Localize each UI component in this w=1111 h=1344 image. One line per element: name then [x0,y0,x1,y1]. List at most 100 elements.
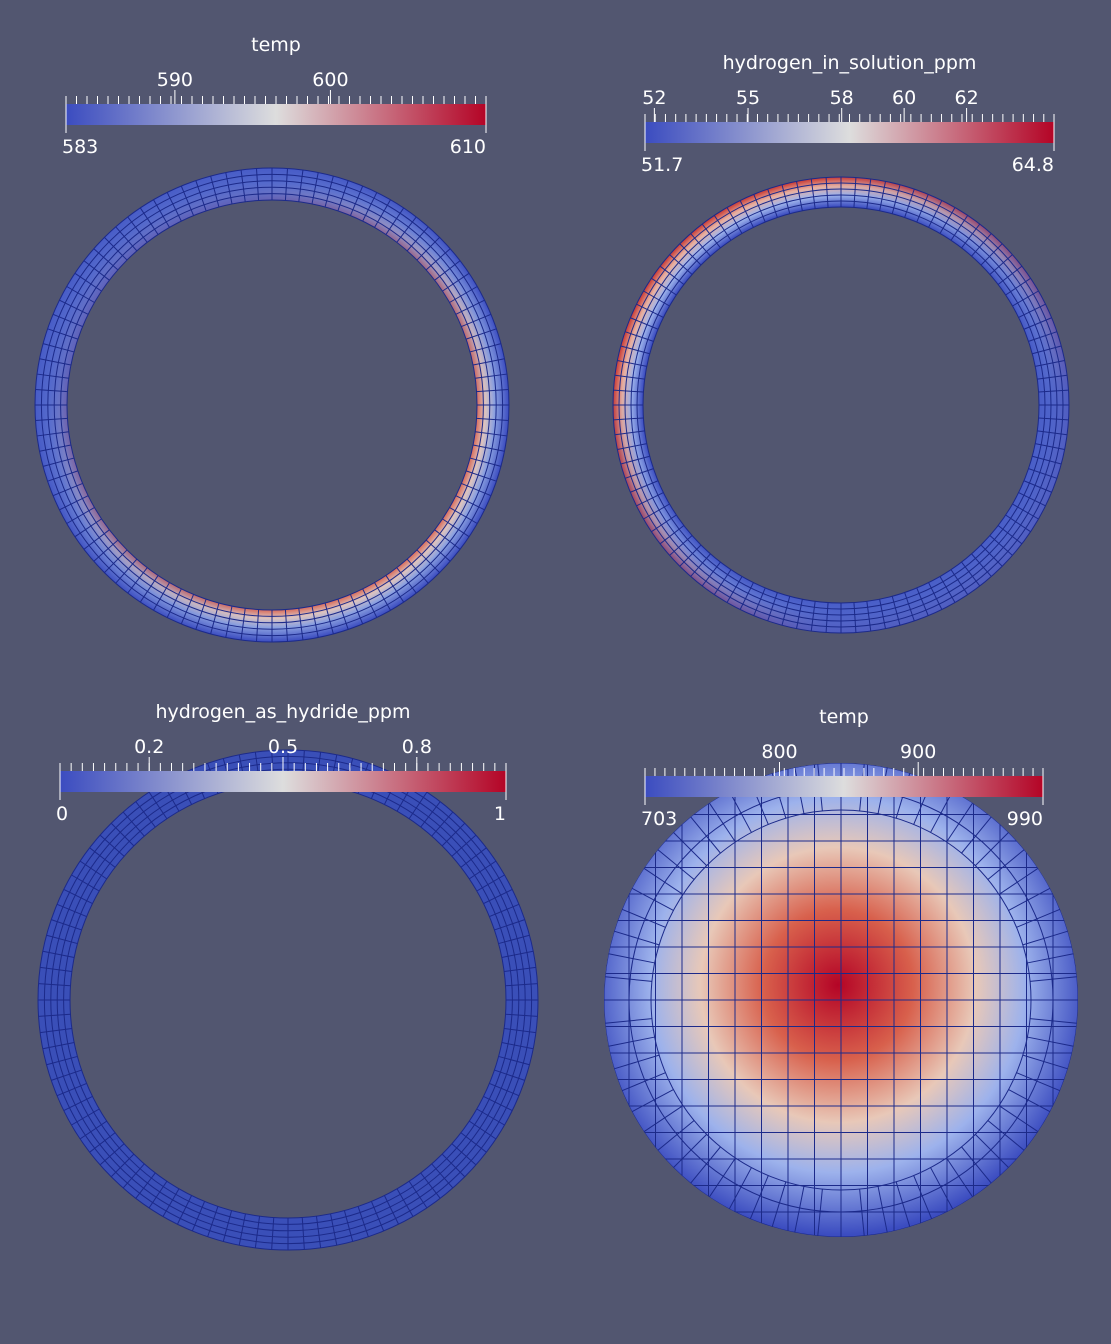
mesh-line [891,184,901,214]
mesh-line [630,480,659,493]
mesh-line [624,331,654,342]
mesh-line [324,602,334,635]
mesh-line [866,601,872,632]
mesh-line [207,1206,219,1237]
mesh-line [673,832,708,867]
mesh-line [617,360,647,367]
mesh-line [238,1213,246,1246]
mesh-line [153,582,170,611]
mesh-line [494,1069,525,1081]
mesh-line [483,888,513,905]
mesh-line [987,849,1025,880]
mesh-line [42,1042,75,1050]
mesh-line [180,594,195,625]
mesh-line [349,594,364,625]
mesh-line [1032,345,1062,355]
mesh-line [998,867,1039,895]
mesh-line [614,930,660,946]
mesh-line [608,1036,655,1047]
mesh-line [701,223,721,249]
mesh-line [56,1082,87,1097]
mesh-line [1012,290,1039,307]
mesh-line [673,1133,708,1168]
mesh-line [99,834,125,857]
mesh-line [315,1216,322,1248]
mesh-line [1038,417,1069,421]
mesh-line [608,953,655,964]
mesh-line [139,207,159,235]
mesh-line [93,539,119,562]
tick-label: 0.8 [402,736,432,758]
mesh-line [928,200,943,228]
range-max-label: 610 [450,136,486,158]
mesh-line [781,596,791,626]
legend-title: hydrogen_as_hydride_ppm [155,701,410,723]
mesh-line [713,569,732,595]
mesh-line [51,1069,82,1081]
mesh-line [989,535,1013,556]
mesh-line [449,507,478,524]
mesh-line [1032,455,1062,465]
mesh-line [465,470,497,482]
mesh-line [771,1181,787,1227]
mesh-line [162,1188,180,1217]
mesh-line [127,567,148,594]
mesh-line [240,169,246,202]
mesh-line [191,1201,206,1232]
mesh-line [416,549,440,573]
mesh-line [104,237,128,261]
mesh-line [385,207,405,235]
mesh-line [753,194,766,223]
mesh-line [357,1206,369,1237]
mesh-line [476,874,505,892]
legend-title: hydrogen_in_solution_ppm [723,52,977,74]
mesh-line [195,180,207,212]
mesh-line [690,816,721,854]
mesh-line [460,847,487,868]
mesh-line [298,169,304,202]
mesh-line [946,802,974,843]
mesh-line [651,277,677,296]
tick-label: 0.2 [134,736,164,758]
mesh-line [974,1133,1009,1168]
mesh-line [469,457,502,467]
mesh-line [1008,1089,1051,1113]
mesh-line [1030,1018,1077,1024]
mesh-line [63,888,93,905]
mesh-line [796,599,803,629]
mesh-line [89,847,116,868]
mesh-line [442,272,470,292]
tick-label: 62 [954,87,978,109]
mesh-line [71,1108,100,1126]
mesh-line [753,587,766,616]
mesh-line [52,482,83,497]
mesh-line [636,492,664,507]
color-bar [60,771,506,792]
mesh-line [501,950,534,958]
mesh-line [148,791,168,820]
mesh-line [59,495,89,511]
mesh-line [997,525,1023,545]
mesh-line [739,582,754,610]
mesh-line [1037,430,1068,436]
mesh-line [980,544,1003,567]
mesh-line [916,587,929,616]
mesh-line [40,966,72,973]
mesh-line [643,290,670,307]
mesh-line [1022,1054,1068,1070]
mesh-line [1030,976,1077,982]
mesh-line [1027,1036,1074,1047]
mesh-line [617,443,647,450]
mesh-line [408,1180,428,1209]
mesh-line [624,468,654,479]
mesh-line [396,567,417,594]
mesh-line [669,535,693,556]
mesh-line [127,216,148,243]
range-max-label: 1 [494,803,506,825]
mesh-line [110,822,135,847]
mesh-line [63,1095,93,1112]
mesh-line [989,254,1013,275]
mesh-line [434,529,461,550]
